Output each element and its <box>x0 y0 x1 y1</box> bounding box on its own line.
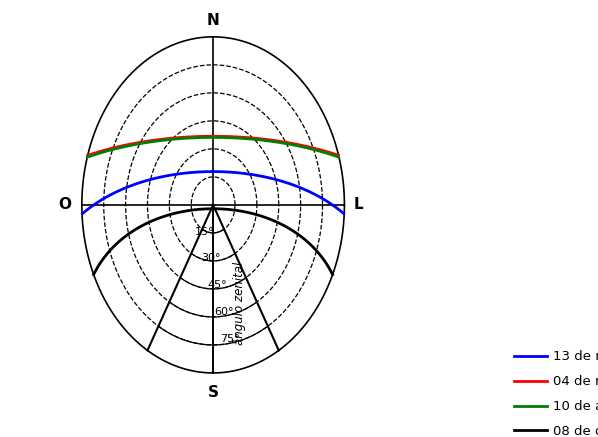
Text: 15°: 15° <box>195 227 214 237</box>
Legend: 13 de março, 04 de maio, 10 de agosto, 08 de dezembro: 13 de março, 04 de maio, 10 de agosto, 0… <box>508 345 598 437</box>
Text: N: N <box>207 13 219 28</box>
Text: 45°: 45° <box>208 280 227 290</box>
Text: ângulo zenital: ângulo zenital <box>233 262 246 345</box>
Text: S: S <box>208 385 219 400</box>
Text: 75°: 75° <box>220 334 240 344</box>
Text: 60°: 60° <box>214 307 233 317</box>
Text: L: L <box>353 198 363 212</box>
Text: 30°: 30° <box>201 253 221 264</box>
Text: O: O <box>59 198 71 212</box>
